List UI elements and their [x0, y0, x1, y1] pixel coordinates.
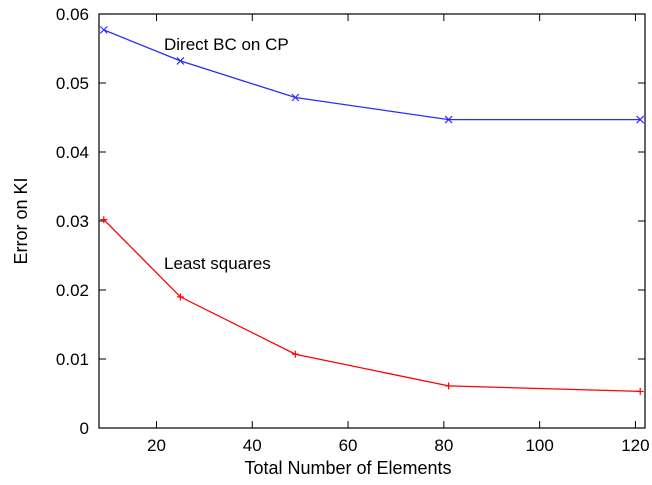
y-tick-label: 0.05 [56, 74, 89, 93]
series-lines [103, 29, 641, 393]
plot-frame [98, 13, 646, 429]
series-line-1 [103, 219, 641, 393]
series-label-least-squares: Least squares [164, 254, 271, 273]
data-point [100, 216, 108, 224]
y-tick-label: 0.06 [56, 5, 89, 24]
data-point [445, 382, 453, 390]
x-tick-label: 20 [147, 436, 166, 455]
data-point [291, 93, 300, 102]
series-labels: Direct BC on CP Least squares [164, 35, 289, 273]
y-tick-label: 0.01 [56, 350, 89, 369]
data-point [444, 115, 453, 124]
x-tick-label: 120 [621, 436, 649, 455]
data-point [291, 350, 299, 358]
axis-tick-labels: 20 40 60 80 100 120 0 0.01 0.02 0.03 0.04 0.05 0.06 [56, 5, 650, 455]
y-tick-label: 0 [80, 419, 89, 438]
data-point [636, 387, 644, 395]
y-axis-label: Error on KI [11, 177, 31, 264]
data-point [176, 293, 184, 301]
series-markers [99, 25, 645, 395]
series-label-direct-bc: Direct BC on CP [164, 35, 289, 54]
x-tick-label: 40 [243, 436, 262, 455]
y-tick-label: 0.04 [56, 143, 89, 162]
x-tick-label: 60 [339, 436, 358, 455]
axis-ticks [99, 13, 645, 429]
x-tick-label: 80 [434, 436, 453, 455]
data-point [99, 25, 108, 34]
data-point [176, 56, 185, 65]
x-axis-label: Total Number of Elements [244, 458, 451, 478]
data-point [636, 115, 645, 124]
y-tick-label: 0.02 [56, 281, 89, 300]
x-tick-label: 100 [525, 436, 553, 455]
y-tick-label: 0.03 [56, 212, 89, 231]
